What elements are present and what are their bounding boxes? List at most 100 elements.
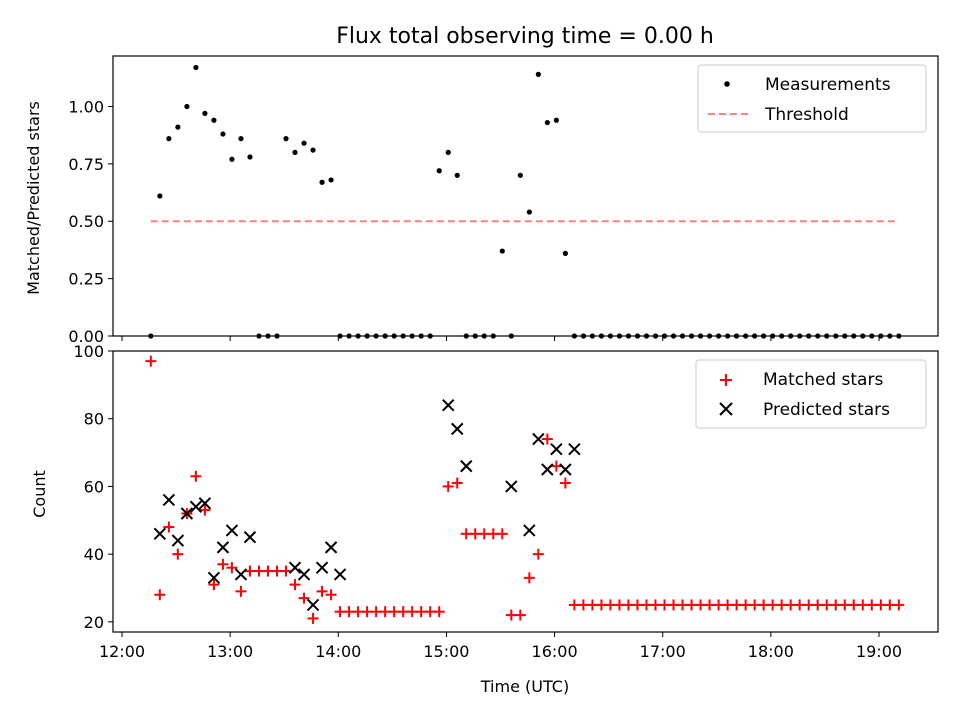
matched-star-point bbox=[235, 585, 247, 597]
predicted-star-point bbox=[306, 598, 320, 612]
predicted-star-point bbox=[297, 568, 311, 581]
measurement-point bbox=[553, 117, 559, 123]
measurement-point bbox=[292, 149, 298, 155]
top-y-tick-label: 0.75 bbox=[68, 155, 104, 174]
matched-star-point bbox=[289, 579, 301, 591]
measurement-point bbox=[499, 248, 505, 254]
predicted-star-point bbox=[559, 463, 572, 476]
predicted-star-point bbox=[550, 442, 563, 456]
measurement-point bbox=[211, 117, 217, 123]
matched-star-point bbox=[442, 480, 454, 492]
matched-star-point bbox=[217, 558, 229, 570]
measurement-point bbox=[301, 140, 307, 146]
predicted-star-point bbox=[162, 493, 176, 507]
measurement-point bbox=[526, 209, 532, 215]
matched-star-point bbox=[226, 562, 238, 574]
matched-star-point bbox=[550, 460, 562, 472]
legend-matched-label: Matched stars bbox=[763, 370, 883, 390]
top-y-tick-label: 0.50 bbox=[68, 212, 104, 231]
top-legend-box bbox=[697, 64, 927, 133]
legend-predicted-label: Predicted stars bbox=[763, 400, 890, 420]
bottom-x-tick-label: 12:00 bbox=[99, 642, 145, 661]
measurement-point bbox=[517, 172, 523, 178]
bottom-x-tick-label: 14:00 bbox=[315, 642, 361, 661]
top-legend: Measurements Threshold bbox=[697, 64, 927, 133]
predicted-star-point bbox=[171, 534, 185, 547]
bottom-y-tick-label: 40 bbox=[84, 545, 104, 564]
top-y-tick-label: 1.00 bbox=[68, 97, 104, 116]
matched-star-point bbox=[208, 579, 220, 591]
measurement-point bbox=[175, 124, 181, 130]
predicted-star-point bbox=[288, 561, 302, 574]
legend-threshold-label: Threshold bbox=[764, 105, 849, 125]
measurement-point bbox=[535, 71, 541, 77]
legend-measurements-marker-icon bbox=[724, 81, 730, 87]
predicted-star-point bbox=[315, 561, 329, 574]
predicted-star-point bbox=[442, 398, 455, 412]
matched-star-point bbox=[316, 585, 328, 597]
legend-measurements-label: Measurements bbox=[765, 75, 891, 95]
bottom-panel: Count Time (UTC) 20 40 60 80 100 12:00 13:00 1… bbox=[30, 342, 939, 696]
predicted-star-point bbox=[451, 422, 464, 436]
bottom-x-tick-label: 18:00 bbox=[748, 642, 794, 661]
predicted-star-point bbox=[234, 568, 248, 581]
matched-star-point bbox=[559, 477, 571, 489]
bottom-y-tick-label: 100 bbox=[73, 342, 104, 361]
bottom-x-tick-label: 13:00 bbox=[207, 642, 253, 661]
measurement-point bbox=[445, 149, 451, 155]
measurement-point bbox=[184, 103, 190, 110]
measurement-point bbox=[202, 110, 208, 116]
measurement-point bbox=[283, 136, 289, 142]
matched-star-point bbox=[307, 612, 319, 624]
predicted-star-point bbox=[505, 480, 518, 493]
measurement-point bbox=[247, 154, 253, 160]
top-y-axis-label: Matched/Predicted stars bbox=[24, 101, 43, 295]
matched-star-point bbox=[523, 572, 535, 584]
bottom-x-axis-label: Time (UTC) bbox=[480, 677, 569, 696]
matched-star-point bbox=[514, 609, 526, 621]
top-chart-title: Flux total observing time = 0.00 h bbox=[336, 24, 714, 49]
predicted-star-point bbox=[225, 524, 239, 537]
top-panel: Flux total observing time = 0.00 h Match… bbox=[24, 24, 939, 346]
matched-star-point bbox=[325, 589, 337, 601]
predicted-star-point bbox=[153, 527, 167, 541]
measurement-point bbox=[436, 168, 442, 174]
predicted-star-point bbox=[207, 571, 221, 585]
legend-matched-marker-icon bbox=[720, 374, 732, 386]
matched-star-point bbox=[298, 592, 310, 604]
predicted-star-point bbox=[180, 507, 194, 520]
bottom-legend-box bbox=[695, 359, 927, 429]
matched-star-point bbox=[280, 565, 292, 577]
measurement-point bbox=[229, 156, 235, 162]
matched-star-point bbox=[163, 521, 175, 533]
measurement-point bbox=[319, 179, 325, 185]
matched-star-point bbox=[433, 606, 445, 618]
matched-star-point bbox=[145, 355, 157, 367]
measurement-point bbox=[310, 147, 316, 153]
matched-star-point bbox=[893, 599, 905, 611]
predicted-star-point bbox=[243, 530, 257, 544]
matched-star-point bbox=[496, 528, 508, 540]
predicted-star-point bbox=[189, 500, 203, 513]
top-plot-frame bbox=[112, 55, 939, 337]
bottom-y-axis-label: Count bbox=[30, 470, 49, 518]
predicted-star-point bbox=[568, 442, 581, 456]
predicted-star-point bbox=[324, 541, 338, 554]
bottom-x-tick-label: 16:00 bbox=[532, 642, 578, 661]
measurement-point bbox=[166, 136, 172, 142]
matched-star-point bbox=[154, 589, 166, 601]
legend-predicted-marker-icon bbox=[719, 402, 733, 416]
matched-star-point bbox=[172, 548, 184, 560]
predicted-star-point bbox=[198, 497, 212, 510]
bottom-y-tick-label: 20 bbox=[84, 613, 104, 632]
bottom-x-tick-label: 19:00 bbox=[856, 642, 902, 661]
measurement-point bbox=[238, 136, 244, 142]
top-y-tick-label: 0.25 bbox=[68, 270, 104, 289]
predicted-star-point bbox=[460, 459, 473, 473]
predicted-star-point bbox=[541, 463, 554, 476]
predicted-star-point bbox=[532, 432, 545, 446]
measurement-point bbox=[562, 250, 568, 256]
predicted-star-point bbox=[216, 541, 230, 554]
measurement-point bbox=[544, 119, 550, 126]
